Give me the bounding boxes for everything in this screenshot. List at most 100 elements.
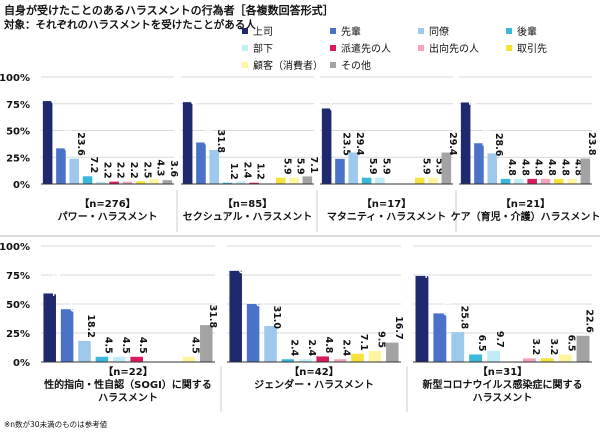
data-label: 23.8 (586, 132, 597, 156)
legend-label: 上司 (253, 27, 273, 38)
panel-caption: 【n=276】 (79, 197, 135, 210)
data-label: 3.2 (548, 338, 559, 355)
panel-caption: ハラスメント (473, 392, 533, 404)
data-label: 5.9 (281, 158, 292, 175)
bar (43, 293, 56, 362)
legend-swatch (242, 28, 248, 34)
data-label: 33.3 (61, 128, 72, 151)
data-label: 2.5 (141, 161, 152, 178)
legend-swatch (418, 28, 424, 34)
bar (149, 179, 159, 184)
data-label: 5.9 (367, 158, 378, 175)
data-label: 4.5 (102, 337, 113, 354)
data-label: 3.2 (530, 338, 541, 355)
y-tick-label: 25% (6, 329, 30, 340)
panel-caption: ハラスメント (98, 392, 158, 404)
bar (415, 275, 429, 362)
panel-caption: 【n=31】 (478, 365, 527, 378)
data-label: 7.2 (88, 156, 99, 173)
bar (302, 176, 313, 184)
panel-caption: 新型コロナウイルス感染症に関する (423, 378, 583, 391)
bar (209, 149, 220, 184)
data-label: 70.6 (327, 88, 338, 112)
data-label: 31.8 (207, 305, 218, 329)
data-label: 50.0 (254, 284, 265, 308)
bar (558, 354, 572, 362)
bar (386, 342, 399, 362)
data-label: 5.9 (295, 158, 306, 175)
bar (281, 359, 295, 362)
legend-swatch (506, 28, 512, 34)
data-label: 41.9 (440, 293, 451, 316)
data-label: 4.8 (546, 159, 557, 176)
y-tick-label: 100% (0, 242, 30, 253)
footnote: ※n数が30未満のものは参考値 (4, 420, 108, 429)
bar (130, 356, 143, 362)
bar (56, 148, 66, 184)
panel-caption: 【n=42】 (289, 365, 338, 378)
legend-swatch (506, 45, 512, 51)
data-label: 5.9 (380, 158, 391, 175)
data-label: 6.5 (476, 335, 487, 352)
bar (527, 178, 537, 184)
data-label: 9.5 (375, 331, 386, 348)
bar (60, 309, 74, 362)
bar (351, 353, 364, 362)
data-label: 2.2 (115, 162, 126, 179)
legend-item-dispatch: 派遣先の人 (330, 40, 391, 55)
data-label: 9.7 (494, 331, 505, 348)
data-label: 2.4 (288, 339, 299, 356)
bar (246, 304, 260, 362)
legend-item-boss: 上司 (242, 23, 273, 38)
panel-caption: 性的指向・性自認（SOGI）に関する (43, 378, 212, 391)
chart-subtitle: 対象：それぞれのハラスメントを受けたことがある人 (4, 19, 256, 31)
bar (299, 359, 312, 362)
data-label: 22.6 (584, 309, 595, 333)
data-label: 23.6 (75, 132, 86, 156)
bar (333, 359, 347, 362)
data-label: 4.8 (506, 159, 517, 176)
bar (196, 142, 206, 184)
legend-item-secondment: 出向先の人 (418, 40, 479, 55)
bar (316, 356, 329, 362)
bar (540, 358, 554, 362)
data-label: 38.1 (479, 123, 490, 146)
chart-title: 自身が受けたことのあるハラスメントの行為者［各複数回答形式］ (4, 4, 334, 17)
bar (222, 182, 233, 184)
data-label: 28.6 (493, 133, 504, 157)
data-label: 4.8 (519, 159, 530, 176)
panel-caption: 【n=21】 (501, 197, 550, 210)
bar (275, 177, 286, 184)
panel-caption: マタニティ・ハラスメント (327, 211, 446, 223)
panel-caption: ジェンダー・ハラスメント (254, 378, 374, 391)
bar (236, 181, 246, 184)
data-label: 4.3 (155, 160, 166, 177)
panel-caption: ケア（育児・介護）ハラスメント (451, 210, 600, 223)
data-label: 7.1 (308, 157, 319, 174)
bar (460, 102, 471, 184)
legend-label: 後輩 (517, 27, 537, 38)
data-label: 4.8 (323, 337, 334, 354)
panel-caption: パワー・ハラスメント (58, 211, 158, 223)
bar (229, 270, 242, 362)
bar (162, 180, 173, 184)
legend-item-client: 取引先 (506, 40, 547, 55)
bar (69, 158, 80, 184)
bar (135, 181, 146, 184)
bar (96, 181, 106, 184)
data-label: 2.4 (306, 339, 317, 356)
legend-swatch (330, 62, 336, 68)
bar (469, 354, 483, 362)
legend: 上司 先輩 同僚 後輩 部下 派遣先の人 出向先の人 取引先 顧客（消費者） そ… (242, 23, 572, 75)
bar (375, 177, 385, 184)
bar (451, 332, 465, 362)
bar (361, 177, 372, 184)
legend-label: 取引先 (517, 44, 547, 55)
legend-item-senior: 先輩 (330, 23, 361, 38)
bar (109, 181, 119, 184)
y-tick-label: 75% (6, 271, 30, 282)
data-label: 76.2 (466, 82, 477, 105)
data-label: 77.5 (48, 81, 59, 104)
legend-label: 顧客（消費者） (253, 61, 323, 72)
